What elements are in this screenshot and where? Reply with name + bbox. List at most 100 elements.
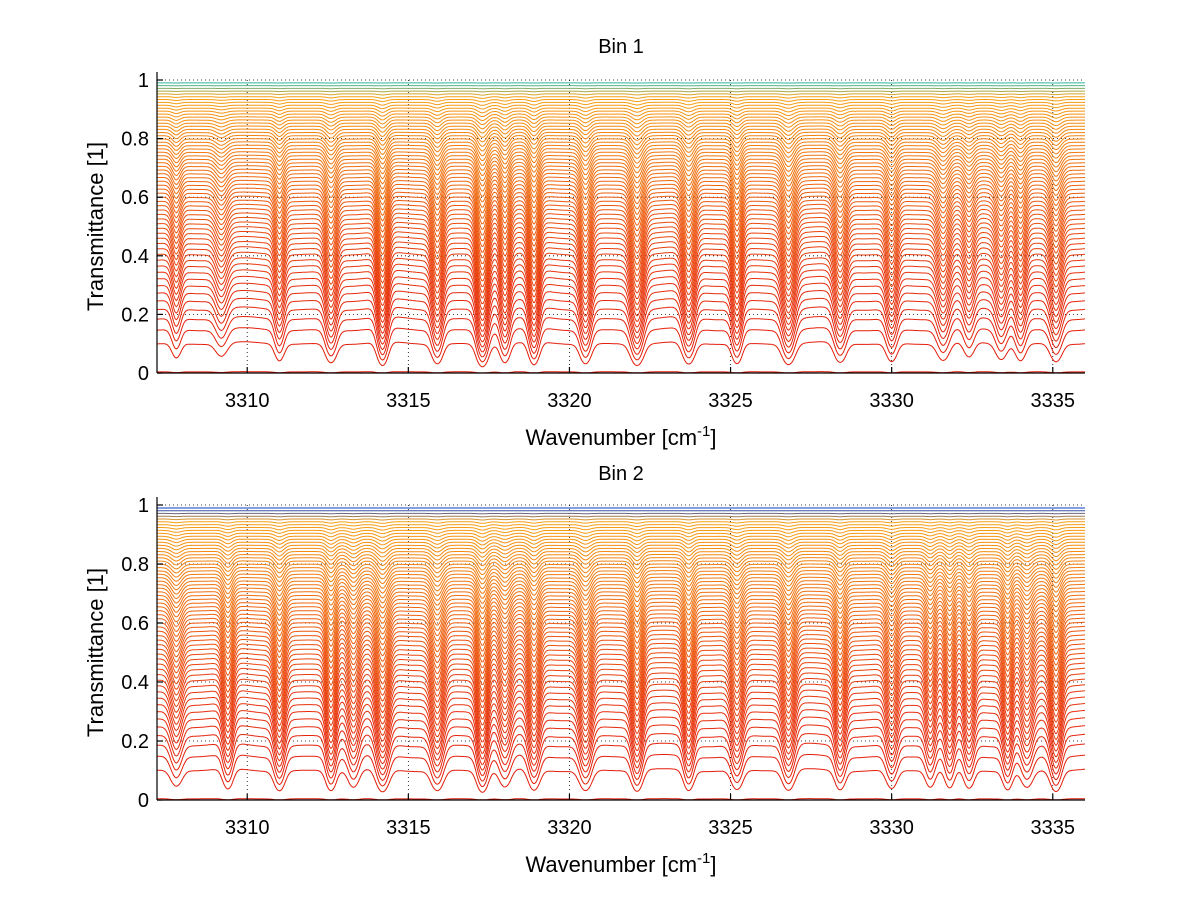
- spectrum-line: [157, 544, 1085, 554]
- spectrum-line: [157, 148, 1085, 171]
- spectrum-line: [157, 709, 1085, 760]
- spectrum-line: [157, 241, 1085, 299]
- spectra-series: [157, 507, 1085, 800]
- spectrum-line: [157, 199, 1085, 247]
- spectrum-line: [157, 125, 1085, 138]
- spectrum-line: [157, 524, 1085, 528]
- spectrum-line: [157, 702, 1085, 754]
- spectrum-line: [157, 594, 1085, 625]
- spectrum-line: [157, 580, 1085, 604]
- spectrum-line: [157, 289, 1085, 343]
- x-tick-label: 3330: [869, 817, 914, 839]
- spectrum-line: [157, 573, 1085, 594]
- spectrum-line: [157, 191, 1085, 236]
- spectrum-line: [157, 179, 1085, 219]
- spectrum-line: [157, 158, 1085, 187]
- x-tick-label: 3310: [225, 817, 270, 839]
- spectrum-line: [157, 601, 1085, 635]
- y-tick-label: 0.6: [121, 613, 149, 635]
- spectrum-line: [157, 172, 1085, 208]
- spectrum-line: [157, 235, 1085, 293]
- spectrum-line: [157, 208, 1085, 259]
- spectrum-line: [157, 541, 1085, 550]
- spectrum-line: [157, 742, 1085, 782]
- spectrum-line: [157, 678, 1085, 731]
- spectrum-line: [157, 515, 1085, 518]
- spectrum-line: [157, 625, 1085, 668]
- spectrum-line: [157, 231, 1085, 288]
- spectrum-line: [157, 550, 1085, 562]
- panel-bin-1: 3310 3315 3320 3325 3330 3335 0 0.2 0.4 0.6 0.8 1 Bi…: [83, 36, 1085, 450]
- spectrum-line: [157, 316, 1085, 358]
- spectrum-line: [157, 672, 1085, 726]
- spectrum-line: [157, 221, 1085, 276]
- spectrum-line: [157, 560, 1085, 575]
- spectrum-line: [157, 275, 1085, 332]
- y-tick-label: 0.2: [121, 304, 149, 326]
- y-tick-label: 0.4: [121, 672, 149, 694]
- spectrum-line: [157, 165, 1085, 197]
- spectrum-line: [157, 371, 1085, 373]
- x-axis-label-text: Wavenumber [cm: [525, 425, 697, 450]
- chart-title: Bin 1: [598, 36, 644, 58]
- chart-title: Bin 2: [598, 463, 644, 485]
- spectrum-line: [157, 621, 1085, 663]
- spectrum-line: [157, 587, 1085, 614]
- spectrum-line: [157, 689, 1085, 743]
- spectrum-line: [157, 138, 1085, 157]
- spectrum-line: [157, 116, 1085, 125]
- x-tick-label: 3315: [386, 817, 431, 839]
- spectrum-line: [157, 98, 1085, 103]
- spectrum-line: [157, 96, 1085, 99]
- spectrum-line: [157, 638, 1085, 686]
- spectrum-line: [157, 257, 1085, 316]
- x-tick-label: 3315: [386, 390, 431, 412]
- spectrum-line: [157, 563, 1085, 580]
- y-tick-label: 0.6: [121, 187, 149, 209]
- x-axis-label-close: ]: [710, 425, 716, 450]
- y-tick-label: 1: [138, 495, 149, 517]
- x-tick-label: 3335: [1031, 390, 1076, 412]
- spectrum-line: [157, 341, 1085, 368]
- x-tick-label: 3335: [1031, 817, 1076, 839]
- spectrum-line: [157, 154, 1085, 181]
- spectrum-line: [157, 282, 1085, 337]
- spectrum-line: [157, 570, 1085, 589]
- x-tick-label: 3310: [225, 390, 270, 412]
- spectrum-line: [157, 647, 1085, 697]
- spectrum-line: [157, 576, 1085, 599]
- spectrum-line: [157, 306, 1085, 353]
- spectrum-line: [157, 113, 1085, 121]
- x-axis-label-superscript: -1: [697, 423, 710, 440]
- x-tick-label: 3320: [547, 817, 592, 839]
- y-axis-label: Transmittance [1]: [83, 142, 108, 311]
- x-axis-label: Wavenumber [cm-1]: [525, 850, 716, 877]
- spectra-series: [157, 82, 1085, 373]
- x-tick-label: 3325: [708, 817, 753, 839]
- y-tick-label: 1: [138, 70, 149, 92]
- x-tick-label: 3325: [708, 390, 753, 412]
- spectrum-line: [157, 226, 1085, 282]
- spectrum-line: [157, 269, 1085, 327]
- spectrum-line: [157, 161, 1085, 192]
- spectrum-line: [157, 251, 1085, 310]
- spectrum-line: [157, 90, 1085, 93]
- spectrum-line: [157, 590, 1085, 619]
- spectrum-line: [157, 521, 1085, 524]
- spectrum-line: [157, 535, 1085, 542]
- spectrum-line: [157, 327, 1085, 363]
- spectrum-line: [157, 538, 1085, 546]
- spectrum-line: [157, 605, 1085, 641]
- spectrum-line: [157, 652, 1085, 703]
- spectrum-line: [157, 583, 1085, 609]
- y-tick-label: 0.2: [121, 731, 149, 753]
- spectrum-line: [157, 119, 1085, 130]
- spectrum-line: [157, 598, 1085, 630]
- spectrum-line: [157, 122, 1085, 134]
- spectrum-line: [157, 642, 1085, 691]
- spectrum-line: [157, 754, 1085, 787]
- spectrum-line: [157, 518, 1085, 521]
- x-tick-label: 3330: [869, 390, 914, 412]
- spectrum-line: [157, 183, 1085, 225]
- spectrum-line: [157, 203, 1085, 253]
